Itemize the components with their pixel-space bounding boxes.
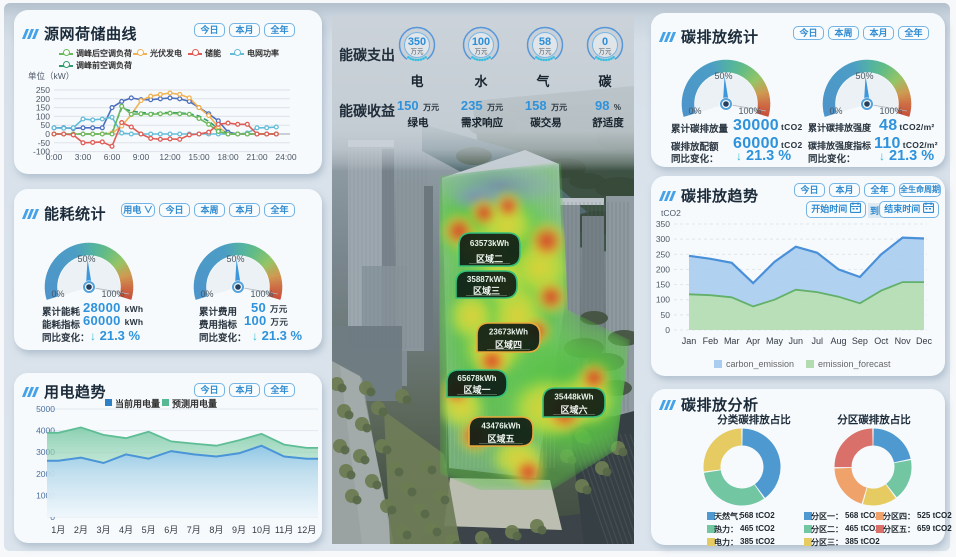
svg-text:万元: 万元	[411, 48, 425, 56]
svg-text:-50: -50	[38, 138, 51, 148]
svg-text:5000: 5000	[36, 404, 55, 414]
svg-text:50%: 50%	[77, 254, 95, 264]
svg-text:250: 250	[36, 85, 50, 95]
svg-text:3000: 3000	[36, 447, 55, 457]
svg-text:万元: 万元	[475, 48, 489, 56]
svg-text:3月: 3月	[96, 525, 110, 535]
svg-text:50%: 50%	[226, 254, 244, 264]
svg-text:Nov: Nov	[895, 336, 912, 346]
svg-text:12:00: 12:00	[159, 152, 181, 162]
svg-text:1000: 1000	[36, 490, 55, 500]
svg-text:150: 150	[36, 103, 50, 113]
svg-text:0: 0	[602, 36, 608, 48]
svg-text:9月: 9月	[232, 525, 246, 535]
svg-text:150: 150	[656, 280, 670, 290]
svg-text:58: 58	[539, 36, 551, 48]
svg-text:300: 300	[656, 234, 670, 244]
svg-text:18:00: 18:00	[217, 152, 239, 162]
svg-text:350: 350	[656, 219, 670, 229]
svg-text:250: 250	[656, 249, 670, 259]
svg-text:100%: 100%	[101, 289, 124, 299]
svg-text:50: 50	[41, 120, 51, 130]
svg-text:63573kWh: 63573kWh	[470, 239, 509, 248]
svg-text:1月: 1月	[51, 525, 65, 535]
svg-text:万元: 万元	[599, 48, 613, 56]
svg-text:Oct: Oct	[874, 336, 889, 346]
svg-text:100: 100	[656, 295, 670, 305]
svg-text:23673kWh: 23673kWh	[489, 328, 528, 337]
svg-text:区域三: 区域三	[473, 285, 500, 296]
svg-text:100%: 100%	[879, 106, 902, 116]
svg-text:Feb: Feb	[703, 336, 719, 346]
svg-text:6月: 6月	[164, 525, 178, 535]
svg-text:24:00: 24:00	[275, 152, 297, 162]
svg-text:100%: 100%	[250, 289, 273, 299]
svg-text:21:00: 21:00	[246, 152, 268, 162]
svg-text:区域四: 区域四	[495, 339, 522, 350]
svg-text:50%: 50%	[855, 71, 873, 81]
svg-text:万元: 万元	[539, 48, 553, 56]
svg-text:区域一: 区域一	[463, 384, 490, 395]
svg-text:Aug: Aug	[830, 336, 846, 346]
svg-text:12月: 12月	[297, 525, 316, 535]
svg-text:4000: 4000	[36, 426, 55, 436]
svg-text:0%: 0%	[51, 289, 64, 299]
svg-text:0:00: 0:00	[46, 152, 63, 162]
svg-text:11月: 11月	[275, 525, 293, 535]
svg-text:43476kWh: 43476kWh	[481, 422, 520, 431]
svg-text:200: 200	[36, 94, 50, 104]
svg-text:2000: 2000	[36, 469, 55, 479]
svg-text:区域六: 区域六	[560, 404, 587, 415]
svg-text:2月: 2月	[74, 525, 88, 535]
svg-text:100: 100	[36, 111, 50, 121]
svg-text:35887kWh: 35887kWh	[467, 275, 506, 284]
svg-text:50%: 50%	[714, 71, 732, 81]
svg-text:0: 0	[665, 325, 670, 335]
svg-text:8月: 8月	[209, 525, 223, 535]
svg-text:7月: 7月	[187, 525, 201, 535]
svg-text:10月: 10月	[252, 525, 271, 535]
svg-text:-100: -100	[33, 147, 50, 157]
svg-text:0%: 0%	[829, 106, 842, 116]
svg-text:5月: 5月	[142, 525, 156, 535]
svg-text:0: 0	[45, 129, 50, 139]
svg-text:May: May	[766, 336, 784, 346]
svg-text:0%: 0%	[688, 106, 701, 116]
svg-text:4月: 4月	[119, 525, 133, 535]
svg-text:Jul: Jul	[811, 336, 823, 346]
svg-text:15:00: 15:00	[188, 152, 210, 162]
svg-text:Jun: Jun	[789, 336, 804, 346]
svg-text:Dec: Dec	[916, 336, 933, 346]
svg-text:6:00: 6:00	[104, 152, 121, 162]
svg-text:Jan: Jan	[682, 336, 697, 346]
svg-text:200: 200	[656, 264, 670, 274]
svg-text:350: 350	[408, 36, 426, 48]
svg-text:Apr: Apr	[746, 336, 760, 346]
svg-text:65678kWh: 65678kWh	[457, 374, 496, 383]
svg-text:3:00: 3:00	[75, 152, 92, 162]
svg-text:区域二: 区域二	[476, 253, 503, 264]
svg-text:100: 100	[472, 36, 490, 48]
svg-text:9:00: 9:00	[133, 152, 150, 162]
svg-text:区域五: 区域五	[487, 433, 514, 444]
svg-text:Mar: Mar	[724, 336, 740, 346]
svg-text:50: 50	[661, 310, 671, 320]
svg-text:100%: 100%	[738, 106, 761, 116]
svg-text:Sep: Sep	[852, 336, 868, 346]
svg-text:35448kWh: 35448kWh	[554, 393, 593, 402]
svg-text:0%: 0%	[200, 289, 213, 299]
